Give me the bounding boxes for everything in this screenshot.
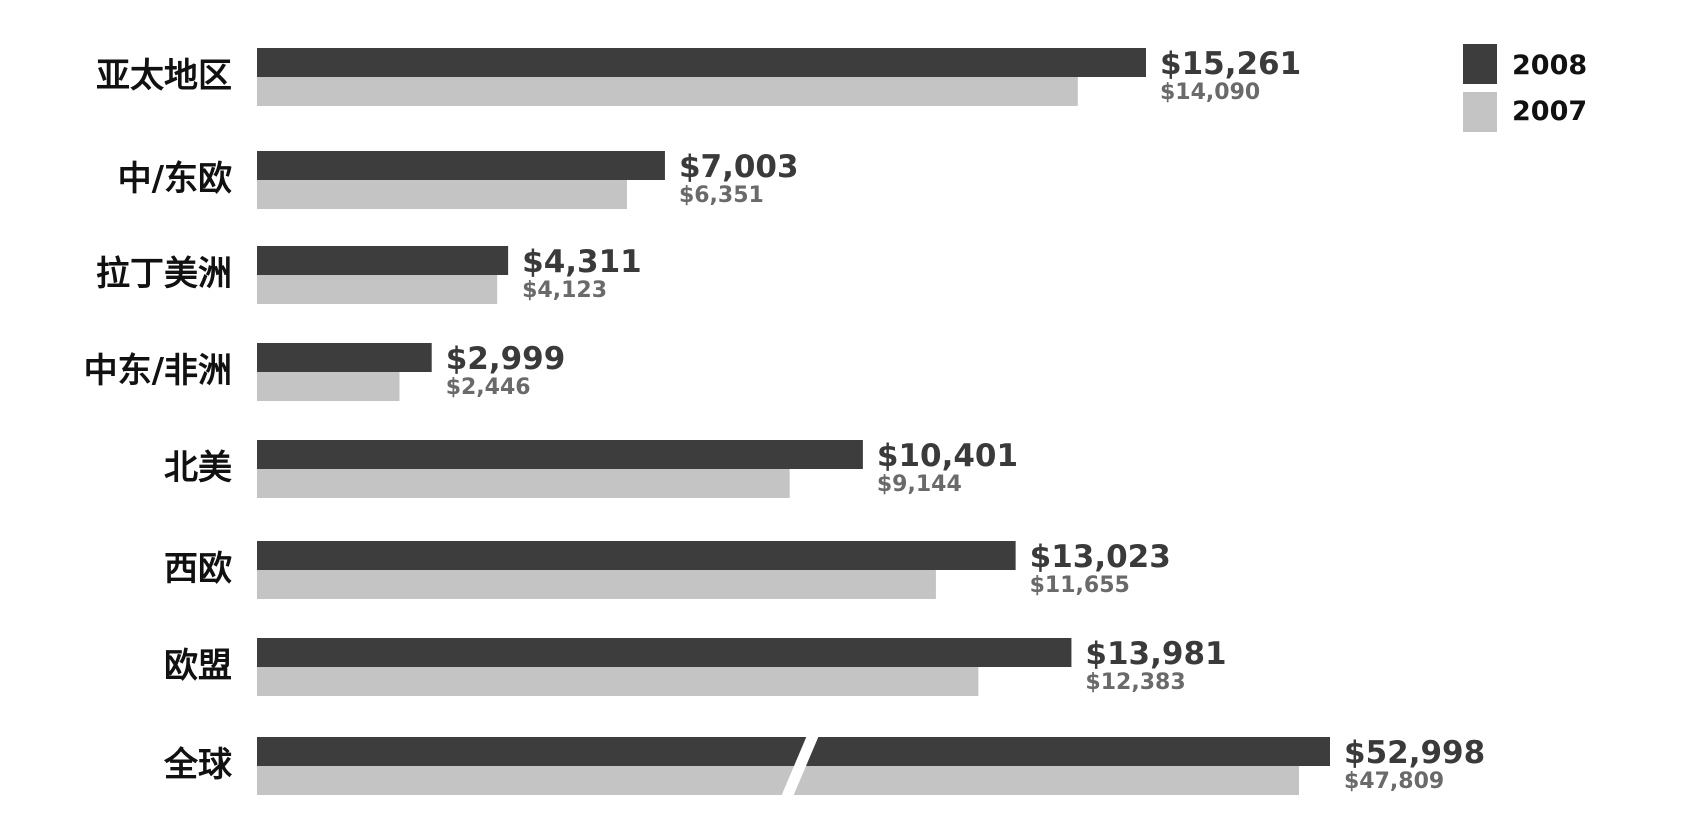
value-label-2008: $7,003	[679, 149, 799, 185]
value-label-2007: $47,809	[1344, 769, 1444, 794]
bar-2007-cat-7	[257, 766, 1299, 795]
legend-label-2007: 2007	[1512, 96, 1587, 127]
bar-2007-cat-0	[257, 77, 1078, 106]
bar-2007-cat-4	[257, 469, 790, 498]
value-label-2008: $10,401	[877, 438, 1018, 474]
bar-2007-cat-5	[257, 570, 936, 599]
category-label: 全球	[163, 745, 233, 785]
bar-2007-cat-6	[257, 667, 979, 696]
bar-2007-cat-2	[257, 275, 498, 304]
category-label: 中东/非洲	[84, 351, 232, 391]
value-label-2007: $9,144	[877, 472, 962, 497]
axis-break-mark	[780, 733, 820, 799]
value-label-2007: $12,383	[1085, 670, 1185, 695]
category-label: 亚太地区	[96, 56, 232, 96]
category-label: 中/东欧	[118, 159, 232, 199]
legend-label-2008: 2008	[1512, 50, 1587, 81]
value-label-2008: $4,311	[522, 244, 642, 280]
bar-2008-cat-5	[257, 541, 1016, 570]
bar-2008-cat-6	[257, 638, 1072, 667]
bar-2007-cat-3	[257, 372, 400, 401]
value-label-2007: $11,655	[1030, 573, 1130, 598]
bars-layer: 亚太地区 $15,261$14,090 中/东欧 $7,003$6,351 拉丁美洲 $4…	[84, 46, 1485, 799]
bar-2008-cat-0	[257, 48, 1146, 77]
value-label-2007: $2,446	[446, 375, 531, 400]
value-label-2008: $13,023	[1030, 539, 1171, 575]
bar-2008-cat-2	[257, 246, 509, 275]
bar-2008-cat-4	[257, 440, 863, 469]
value-label-2008: $52,998	[1344, 735, 1485, 771]
legend-swatch-2007	[1463, 92, 1497, 132]
category-label: 西欧	[164, 549, 232, 589]
category-label: 欧盟	[164, 646, 232, 686]
value-label-2008: $15,261	[1160, 46, 1301, 82]
value-label-2007: $14,090	[1160, 80, 1260, 105]
category-label: 北美	[164, 448, 232, 488]
legend: 2008 2007	[1463, 44, 1587, 132]
value-label-2008: $13,981	[1085, 636, 1226, 672]
value-label-2008: $2,999	[446, 341, 566, 377]
legend-swatch-2008	[1463, 44, 1497, 84]
category-label: 拉丁美洲	[96, 254, 232, 294]
bar-2008-cat-7	[257, 737, 1330, 766]
value-label-2007: $4,123	[522, 278, 607, 303]
bar-2008-cat-3	[257, 343, 432, 372]
value-label-2007: $6,351	[679, 183, 764, 208]
bar-2008-cat-1	[257, 151, 665, 180]
bar-2007-cat-1	[257, 180, 627, 209]
